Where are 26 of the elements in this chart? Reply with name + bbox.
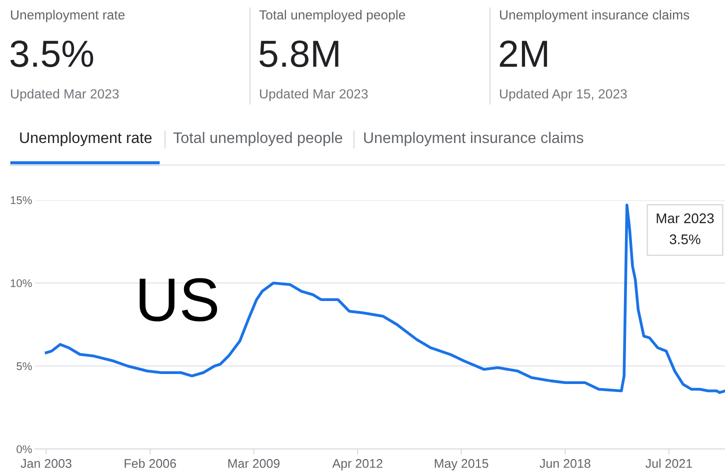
text: Updated Apr 15, 2023 bbox=[500, 88, 627, 102]
text: Unemployment insurance claims bbox=[364, 132, 584, 146]
text: Total unemployed people bbox=[259, 10, 406, 22]
x-tick-label: Mar 2009 bbox=[228, 459, 280, 468]
x-tick-label: May 2015 bbox=[434, 459, 488, 470]
annotation: Mar 2023 3.5% bbox=[656, 213, 714, 244]
x-tick-label: Jan 2003 bbox=[20, 459, 72, 468]
text: Unemployment rate bbox=[20, 132, 152, 146]
x-tick-label: Jul 2021 bbox=[646, 458, 692, 468]
y-tick-label: 5% bbox=[16, 362, 32, 370]
text: Unemployment rate bbox=[11, 10, 125, 22]
x-tick-label: Apr 2012 bbox=[332, 459, 382, 470]
text: Total unemployed people bbox=[173, 132, 342, 146]
x-tick-label: Feb 2006 bbox=[124, 458, 176, 468]
text: Unemployment insurance claims bbox=[500, 10, 690, 22]
text: Updated Mar 2023 bbox=[11, 88, 119, 102]
line-series bbox=[44, 204, 725, 394]
annotation: US bbox=[140, 278, 218, 322]
text: Updated Mar 2023 bbox=[260, 88, 368, 102]
text: 5.8M bbox=[260, 40, 338, 68]
y-tick-label: 10% bbox=[10, 279, 32, 288]
x-tick-label: Jun 2018 bbox=[540, 459, 590, 468]
y-tick-label: 0% bbox=[16, 445, 32, 454]
text: 2M bbox=[500, 40, 548, 67]
text: 3.5% bbox=[10, 40, 94, 68]
y-tick-label: 15% bbox=[10, 196, 32, 204]
